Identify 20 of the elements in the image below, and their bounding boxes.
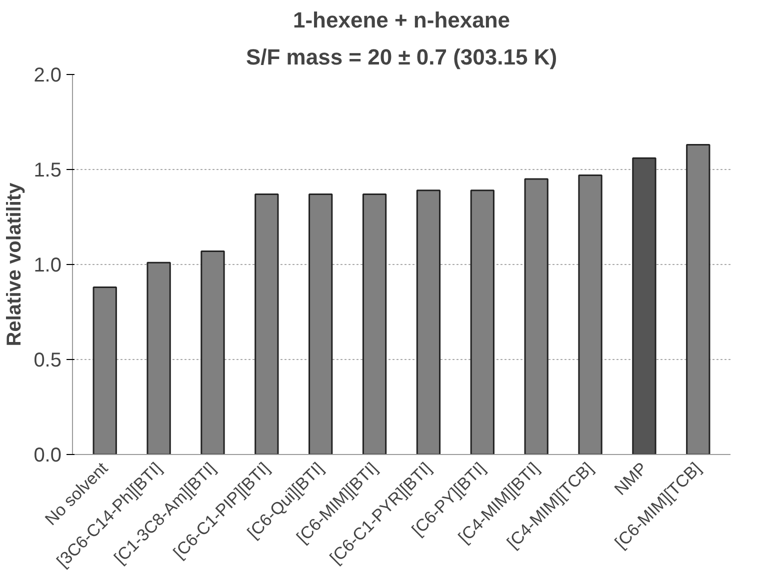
bar: [200, 250, 225, 454]
bar: [308, 193, 333, 454]
bar: [578, 174, 602, 454]
bar: [470, 190, 494, 454]
bar: [524, 178, 548, 454]
bar: [416, 190, 441, 454]
y-axis-title: Relative volatility: [4, 182, 26, 346]
y-tick-label: 2.0: [34, 64, 62, 86]
chart-subtitle: S/F mass = 20 ± 0.7 (303.15 K): [246, 44, 558, 70]
bar: [632, 157, 656, 454]
bar: [362, 193, 387, 454]
bar: [254, 193, 279, 454]
y-tick-label: 0.0: [34, 444, 62, 466]
bar: [146, 262, 171, 454]
y-tick-label: 0.5: [34, 350, 62, 372]
y-tick-label: 1.0: [34, 254, 62, 276]
chart-title: 1-hexene + n-hexane: [292, 8, 510, 32]
bar: [92, 286, 117, 454]
bar: [686, 144, 710, 454]
y-tick-label: 1.5: [34, 160, 62, 182]
